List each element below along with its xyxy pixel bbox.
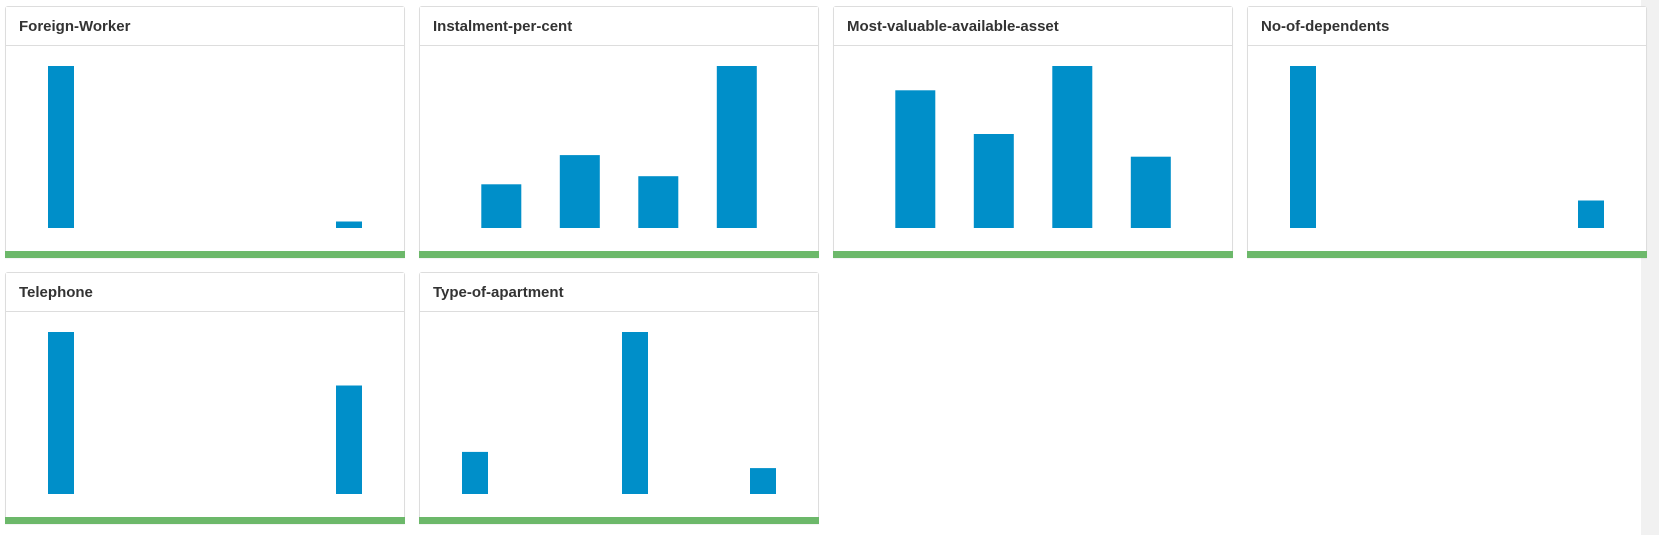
chart-panel-most-valuable-available-asset: Most-valuable-available-asset xyxy=(833,6,1233,258)
bar-3 xyxy=(750,468,776,494)
panel-footer-bar xyxy=(419,517,819,524)
panel-footer-bar xyxy=(833,251,1233,258)
bar-2 xyxy=(973,134,1014,228)
panel-footer-bar xyxy=(419,251,819,258)
chart-panel-instalment-per-cent: Instalment-per-cent xyxy=(419,6,819,258)
panel-title: Most-valuable-available-asset xyxy=(834,7,1232,46)
bar-chart xyxy=(481,66,757,228)
chart-panel-telephone: Telephone xyxy=(5,272,405,524)
panel-title: Foreign-Worker xyxy=(6,7,404,46)
bar-1 xyxy=(1290,66,1316,228)
bar-chart xyxy=(895,66,1171,228)
bar-1 xyxy=(462,451,488,494)
bar-4 xyxy=(1130,156,1171,228)
bar-2 xyxy=(336,221,362,228)
chart-area xyxy=(420,46,818,251)
panel-title: Type-of-apartment xyxy=(420,273,818,312)
bar-2 xyxy=(559,155,600,228)
chart-panel-type-of-apartment: Type-of-apartment xyxy=(419,272,819,524)
bar-1 xyxy=(481,184,522,228)
bar-chart xyxy=(1290,66,1604,228)
chart-panel-foreign-worker: Foreign-Worker xyxy=(5,6,405,258)
chart-area xyxy=(834,46,1232,251)
chart-panel-no-of-dependents: No-of-dependents xyxy=(1247,6,1647,258)
bar-3 xyxy=(1052,66,1093,228)
panel-title: No-of-dependents xyxy=(1248,7,1646,46)
bar-1 xyxy=(48,332,74,494)
bar-chart xyxy=(48,66,362,228)
bar-chart xyxy=(48,332,362,494)
panel-footer-bar xyxy=(5,251,405,258)
bar-1 xyxy=(895,90,936,228)
bar-chart xyxy=(462,332,776,494)
chart-area xyxy=(6,46,404,251)
bar-1 xyxy=(48,66,74,228)
chart-area xyxy=(6,312,404,517)
chart-area xyxy=(1248,46,1646,251)
bar-4 xyxy=(716,66,757,228)
panel-title: Telephone xyxy=(6,273,404,312)
panel-title: Instalment-per-cent xyxy=(420,7,818,46)
panel-footer-bar xyxy=(1247,251,1647,258)
panel-footer-bar xyxy=(5,517,405,524)
chart-area xyxy=(420,312,818,517)
bar-2 xyxy=(622,332,648,494)
bar-3 xyxy=(638,176,679,228)
bar-2 xyxy=(1578,200,1604,228)
bar-2 xyxy=(336,385,362,494)
